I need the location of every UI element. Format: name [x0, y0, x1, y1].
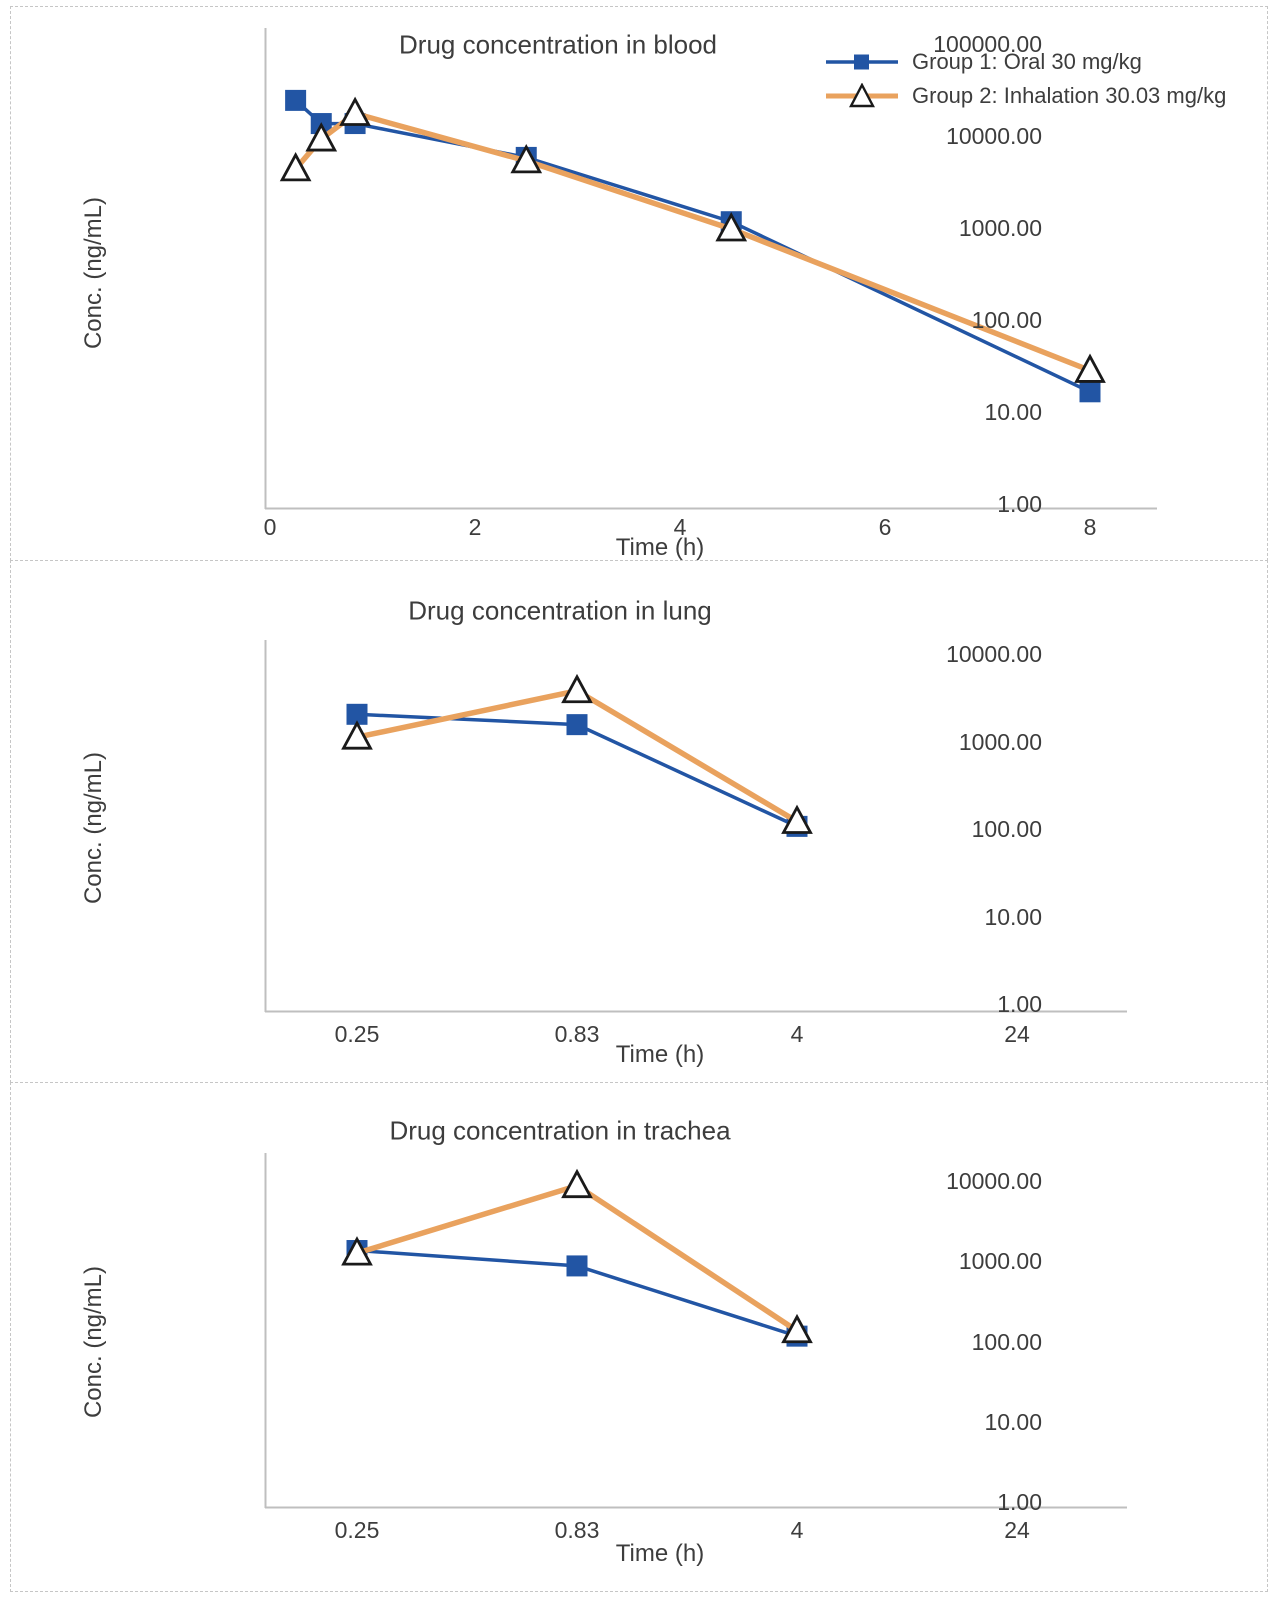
legend-item-group2: Group 2: Inhalation 30.03 mg/kg — [824, 81, 1226, 111]
blood-group2-triangle-marker — [715, 212, 748, 242]
blood-x-tick-label: 0 — [263, 514, 277, 540]
blood-group2-triangle-marker — [305, 122, 338, 152]
blood-x-tick-label: 8 — [1083, 514, 1097, 540]
blood-group2-triangle-marker — [279, 151, 312, 182]
legend-label-group2: Group 2: Inhalation 30.03 mg/kg — [912, 83, 1227, 108]
blood-group2-triangle-marker — [1074, 353, 1106, 383]
blood-y-tick-label: 10.00 — [984, 399, 1042, 425]
legend-item-group1: Group 1: Oral 30 mg/kg — [824, 47, 1226, 77]
blood-y-tick-label: 1000.00 — [958, 215, 1042, 241]
trachea-x-tick-label: 0.83 — [554, 1517, 600, 1543]
y-axis-title-lung: Conc. (ng/mL) — [80, 751, 107, 905]
lung-group2-triangle-marker — [341, 720, 373, 750]
blood-y-tick-label: 1.00 — [997, 491, 1042, 517]
lung-x-tick-label: 0.83 — [554, 1021, 600, 1047]
chart-title-trachea: Drug concentration in trachea — [389, 1115, 731, 1146]
blood-group1-square-marker — [285, 89, 307, 111]
trachea-y-tick-label: 100.00 — [971, 1328, 1042, 1355]
trachea-x-tick-label: 4 — [790, 1517, 804, 1543]
trachea-y-tick-label: 1.00 — [997, 1489, 1042, 1515]
blood-x-tick-label: 2 — [468, 514, 482, 540]
chart-title-blood: Drug concentration in blood — [399, 29, 717, 60]
blood-x-tick-label: 6 — [878, 514, 892, 540]
y-axis-title-trachea: Conc. (ng/mL) — [80, 1265, 107, 1419]
lung-x-tick-label: 0.25 — [334, 1021, 380, 1047]
trachea-x-tick-label: 24 — [1004, 1517, 1030, 1543]
x-axis-title-lung: Time (h) — [615, 1041, 705, 1068]
lung-group2-triangle-marker — [781, 804, 813, 834]
lung-group1-square-marker — [346, 703, 368, 725]
chart-title-lung: Drug concentration in lung — [408, 595, 712, 626]
lung-y-tick-label: 100.00 — [971, 816, 1042, 842]
blood-group2-triangle-marker — [510, 143, 543, 174]
legend-marker-oral-icon — [826, 54, 898, 70]
blood-y-tick-label: 100000.00 — [933, 31, 1042, 57]
lung-y-tick-label: 1000.00 — [958, 728, 1042, 755]
legend-marker-inhalation-icon — [826, 83, 898, 108]
lung-y-tick-label: 10.00 — [984, 903, 1042, 930]
lung-group1-square-marker — [566, 714, 588, 736]
trachea-y-tick-label: 10.00 — [984, 1408, 1042, 1435]
trachea-y-tick-label: 10000.00 — [946, 1168, 1042, 1194]
blood-group2-triangle-marker — [339, 96, 371, 126]
legend: Group 1: Oral 30 mg/kg Group 2: Inhalati… — [824, 47, 1226, 111]
trachea-group2-triangle-marker — [341, 1236, 373, 1266]
lung-x-tick-label: 4 — [790, 1021, 804, 1047]
trachea-group1-square-marker — [566, 1255, 588, 1277]
lung-y-tick-label: 1.00 — [997, 991, 1042, 1017]
lung-group2-triangle-marker — [561, 673, 593, 704]
y-axis-title-blood: Conc. (ng/mL) — [80, 196, 107, 350]
lung-group2-line — [356, 687, 799, 824]
trachea-group2-triangle-marker — [561, 1168, 593, 1199]
trachea-group2-triangle-marker — [781, 1313, 813, 1344]
blood-y-tick-label: 10000.00 — [946, 123, 1042, 149]
trachea-y-tick-label: 1000.00 — [958, 1248, 1042, 1275]
blood-group1-square-marker — [1079, 381, 1101, 403]
trachea-x-tick-label: 0.25 — [334, 1517, 380, 1543]
x-axis-title-blood: Time (h) — [615, 534, 705, 561]
panel-border-trachea — [10, 1082, 1268, 1592]
lung-x-tick-label: 24 — [1004, 1021, 1030, 1047]
blood-x-tick-label: 4 — [673, 514, 687, 540]
x-axis-title-trachea: Time (h) — [615, 1540, 705, 1567]
blood-y-tick-label: 100.00 — [971, 307, 1042, 333]
legend-label-group1: Group 1: Oral 30 mg/kg — [912, 49, 1142, 74]
lung-y-tick-label: 10000.00 — [946, 641, 1042, 667]
